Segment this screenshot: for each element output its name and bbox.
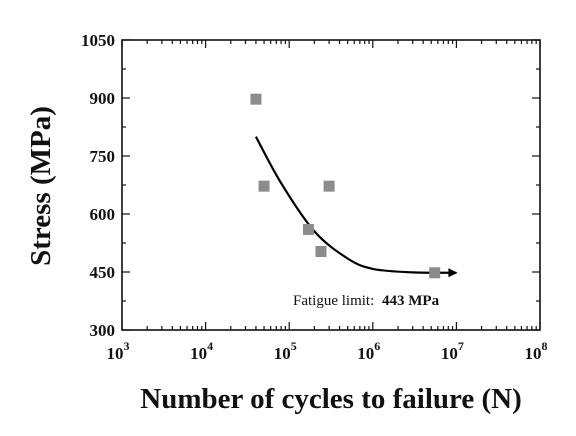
x-tick-exponent: 5 bbox=[291, 339, 297, 353]
trend-curve bbox=[254, 136, 457, 274]
annotation-value: 443 MPa bbox=[382, 293, 440, 309]
y-tick-label: 750 bbox=[90, 147, 116, 166]
data-point bbox=[302, 223, 314, 235]
y-tick-label: 300 bbox=[90, 321, 116, 340]
x-tick-exponent: 4 bbox=[207, 339, 213, 353]
x-tick-base: 10 bbox=[190, 344, 207, 363]
data-point bbox=[258, 180, 270, 192]
x-tick-exponent: 3 bbox=[124, 339, 130, 353]
x-tick-label: 107 bbox=[441, 339, 464, 363]
y-tick-label: 1050 bbox=[81, 31, 115, 50]
y-tick-label: 450 bbox=[90, 263, 116, 282]
x-tick-base: 10 bbox=[357, 344, 374, 363]
x-tick-label: 103 bbox=[107, 339, 130, 363]
x-tick-exponent: 8 bbox=[542, 339, 548, 353]
y-tick-labels: 300 450 600 750 900 1050 bbox=[81, 31, 115, 340]
x-tick-label: 108 bbox=[525, 339, 548, 363]
x-tick-base: 10 bbox=[525, 344, 542, 363]
y-axis-title: Stress (MPa) bbox=[25, 106, 57, 266]
x-tick-label: 104 bbox=[190, 339, 213, 363]
x-tick-exponent: 6 bbox=[374, 339, 380, 353]
x-axis-title: Number of cycles to failure (N) bbox=[140, 383, 521, 415]
data-point bbox=[315, 246, 327, 258]
x-tick-labels: 103 104 105 106 107 108 bbox=[107, 339, 548, 363]
x-tick-base: 10 bbox=[274, 344, 291, 363]
y-tick-label: 600 bbox=[90, 205, 116, 224]
x-tick-base: 10 bbox=[107, 344, 124, 363]
x-tick-label: 105 bbox=[274, 339, 297, 363]
data-point bbox=[250, 93, 262, 105]
x-tick-label: 106 bbox=[357, 339, 380, 363]
annotation-prefix: Fatigue limit: bbox=[293, 293, 374, 309]
trend-curve-arrowhead bbox=[448, 268, 458, 278]
trend-curve-layer bbox=[254, 136, 458, 278]
x-tick-exponent: 7 bbox=[458, 339, 464, 353]
data-points-layer bbox=[250, 93, 441, 279]
axis-ticks bbox=[121, 39, 541, 331]
data-point bbox=[323, 180, 335, 192]
annotation-fatigue-limit: Fatigue limit: 443 MPa bbox=[293, 293, 440, 309]
x-tick-base: 10 bbox=[441, 344, 458, 363]
data-point bbox=[429, 267, 441, 279]
y-tick-label: 900 bbox=[90, 89, 116, 108]
